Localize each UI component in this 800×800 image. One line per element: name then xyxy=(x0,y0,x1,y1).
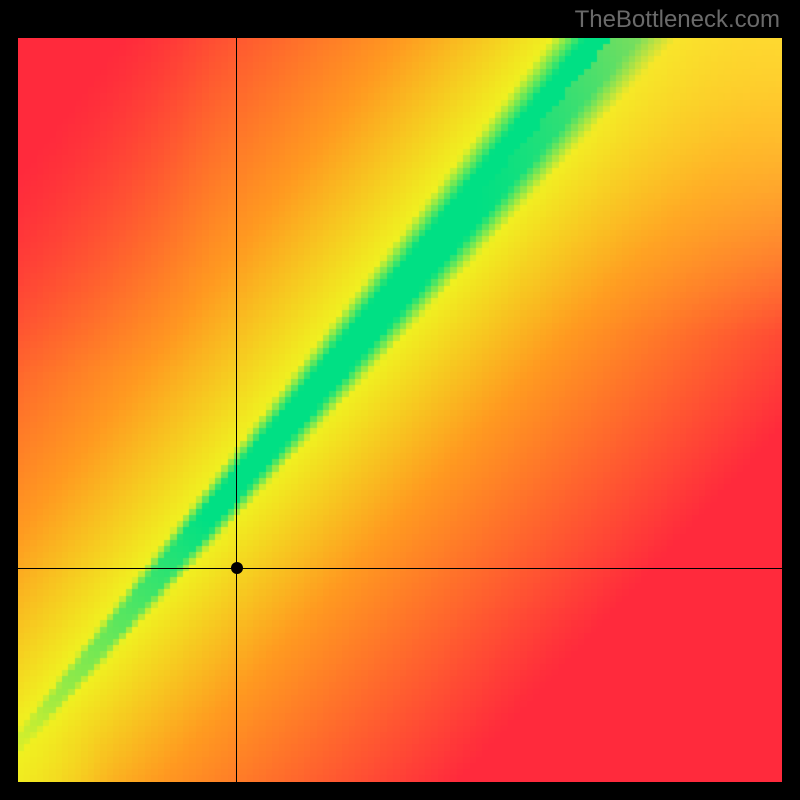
heatmap-canvas xyxy=(18,38,782,782)
crosshair-marker xyxy=(231,562,243,574)
chart-border-bottom xyxy=(0,782,800,800)
chart-border-right xyxy=(782,0,800,800)
crosshair-horizontal xyxy=(18,568,782,569)
heatmap-chart xyxy=(18,38,782,782)
watermark-text: TheBottleneck.com xyxy=(575,6,780,34)
crosshair-vertical xyxy=(236,38,237,782)
chart-border-left xyxy=(0,0,18,800)
